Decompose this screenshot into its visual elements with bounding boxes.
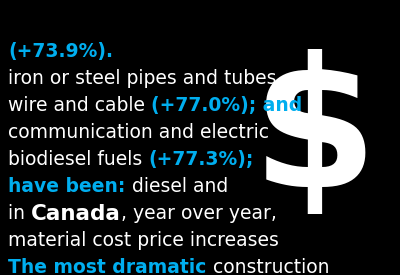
Text: (+73.9%).: (+73.9%).	[8, 42, 113, 61]
Text: have been:: have been:	[8, 177, 132, 196]
Text: biodiesel fuels: biodiesel fuels	[8, 150, 148, 169]
Text: diesel and: diesel and	[132, 177, 228, 196]
Text: , year over year,: , year over year,	[121, 204, 277, 223]
Text: The most dramatic: The most dramatic	[8, 258, 213, 275]
Text: wire and cable: wire and cable	[8, 96, 151, 115]
Text: material cost price increases: material cost price increases	[8, 231, 279, 250]
Text: (+77.3%);: (+77.3%);	[148, 150, 254, 169]
Text: communication and electric: communication and electric	[8, 123, 269, 142]
Text: construction: construction	[213, 258, 329, 275]
Text: in: in	[8, 204, 31, 223]
Text: (+77.0%); and: (+77.0%); and	[151, 96, 302, 115]
Text: $: $	[252, 49, 378, 225]
Text: iron or steel pipes and tubes: iron or steel pipes and tubes	[8, 69, 276, 88]
Text: Canada: Canada	[31, 204, 121, 224]
